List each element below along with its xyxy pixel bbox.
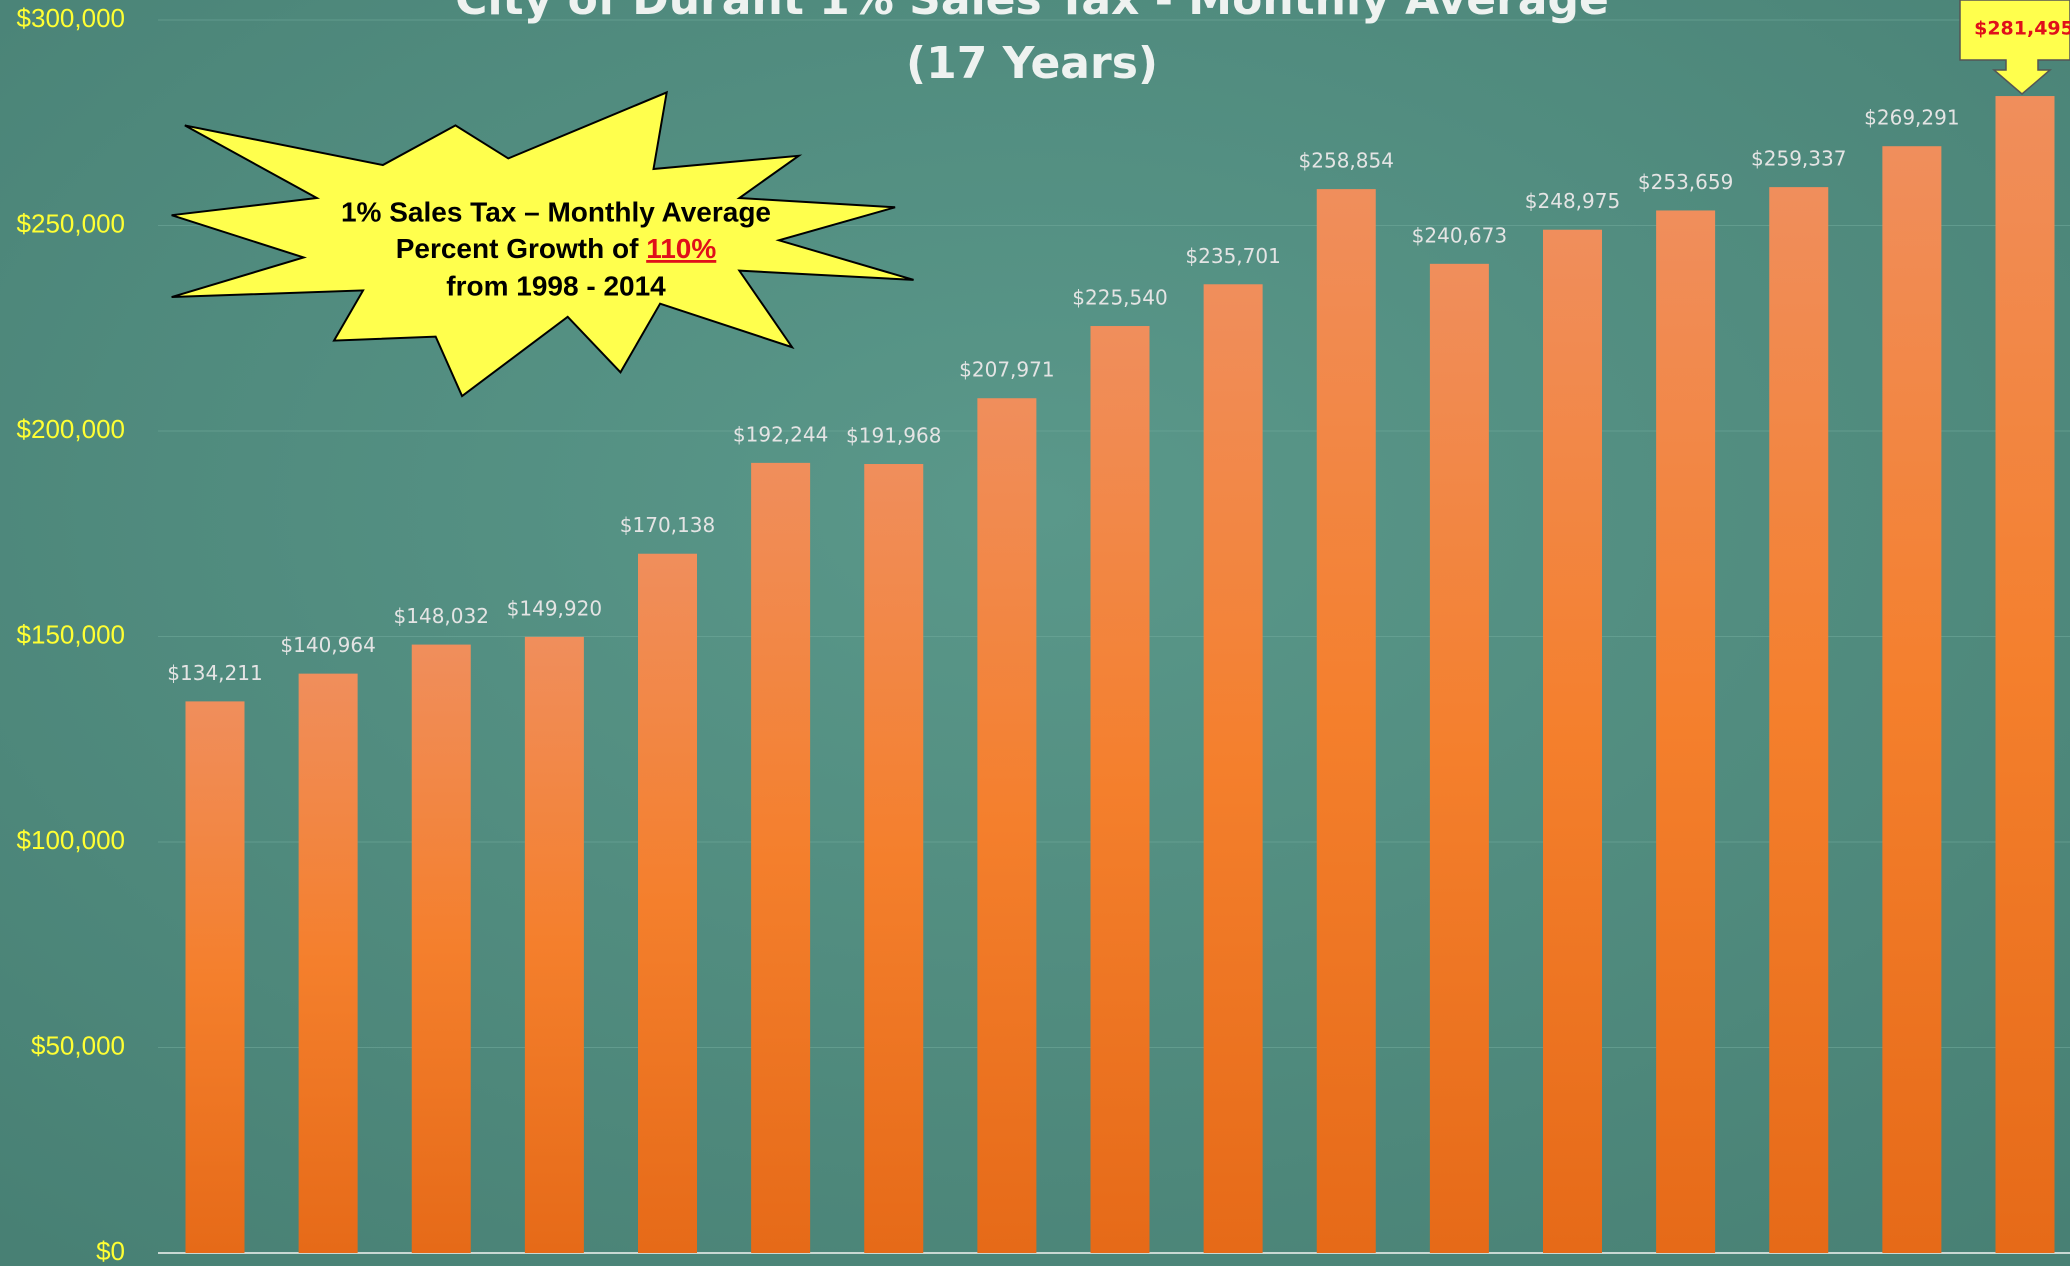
- value-label: $207,971: [959, 358, 1054, 382]
- bar: [185, 701, 245, 1253]
- callout-label: $281,495: [1974, 18, 2070, 40]
- annotation-highlight: 110%: [646, 233, 716, 264]
- bar: [1543, 229, 1602, 1253]
- bar: [1090, 326, 1150, 1253]
- chart-title: (17 Years): [906, 38, 1158, 89]
- y-tick-label: $50,000: [31, 1030, 125, 1060]
- bar: [1316, 189, 1376, 1253]
- value-label: $149,920: [507, 596, 602, 620]
- value-label: $248,975: [1525, 189, 1620, 213]
- bar: [298, 673, 358, 1253]
- bar: [1882, 146, 1942, 1253]
- y-tick-label: $150,000: [17, 619, 125, 649]
- bar: [638, 553, 697, 1253]
- annotation-text: Percent Growth of 110%: [396, 233, 717, 264]
- starburst: 1% Sales Tax – Monthly Average Percent G…: [171, 90, 914, 398]
- bar: [1995, 96, 2055, 1254]
- bar: [524, 636, 584, 1253]
- bar: [1203, 284, 1263, 1253]
- callout: [1959, 0, 2070, 95]
- value-label: $170,138: [620, 513, 715, 537]
- annotation-text: from 1998 - 2014: [446, 270, 666, 301]
- bar: [1656, 210, 1716, 1253]
- bar: [1769, 187, 1829, 1254]
- annotation-text: 1% Sales Tax – Monthly Average: [341, 196, 771, 227]
- chart-title: City of Durant 1% Sales Tax - Monthly Av…: [455, 0, 1609, 25]
- value-label: $235,701: [1185, 244, 1280, 268]
- bar: [977, 398, 1037, 1253]
- value-label: $269,291: [1864, 106, 1959, 130]
- value-label: $148,032: [394, 604, 489, 628]
- value-label: $192,244: [733, 422, 828, 446]
- y-tick-label: $250,000: [17, 208, 125, 238]
- value-label: $253,659: [1638, 170, 1733, 194]
- annotation-text: Percent Growth of: [396, 233, 646, 264]
- value-label: $258,854: [1299, 149, 1394, 173]
- bar: [751, 462, 811, 1253]
- value-label: $140,964: [280, 633, 375, 657]
- y-tick-label: $100,000: [17, 825, 125, 855]
- y-tick-label: $0: [96, 1236, 125, 1266]
- bar: [1429, 263, 1489, 1253]
- value-label: $134,211: [167, 661, 262, 685]
- value-label: $259,337: [1751, 147, 1846, 171]
- y-tick-label: $200,000: [17, 414, 125, 444]
- bar: [864, 464, 924, 1254]
- value-label: $191,968: [846, 424, 941, 448]
- value-label: $225,540: [1072, 286, 1167, 310]
- y-tick-label: $300,000: [17, 3, 125, 33]
- bar: [411, 644, 471, 1253]
- value-label: $240,673: [1412, 223, 1507, 247]
